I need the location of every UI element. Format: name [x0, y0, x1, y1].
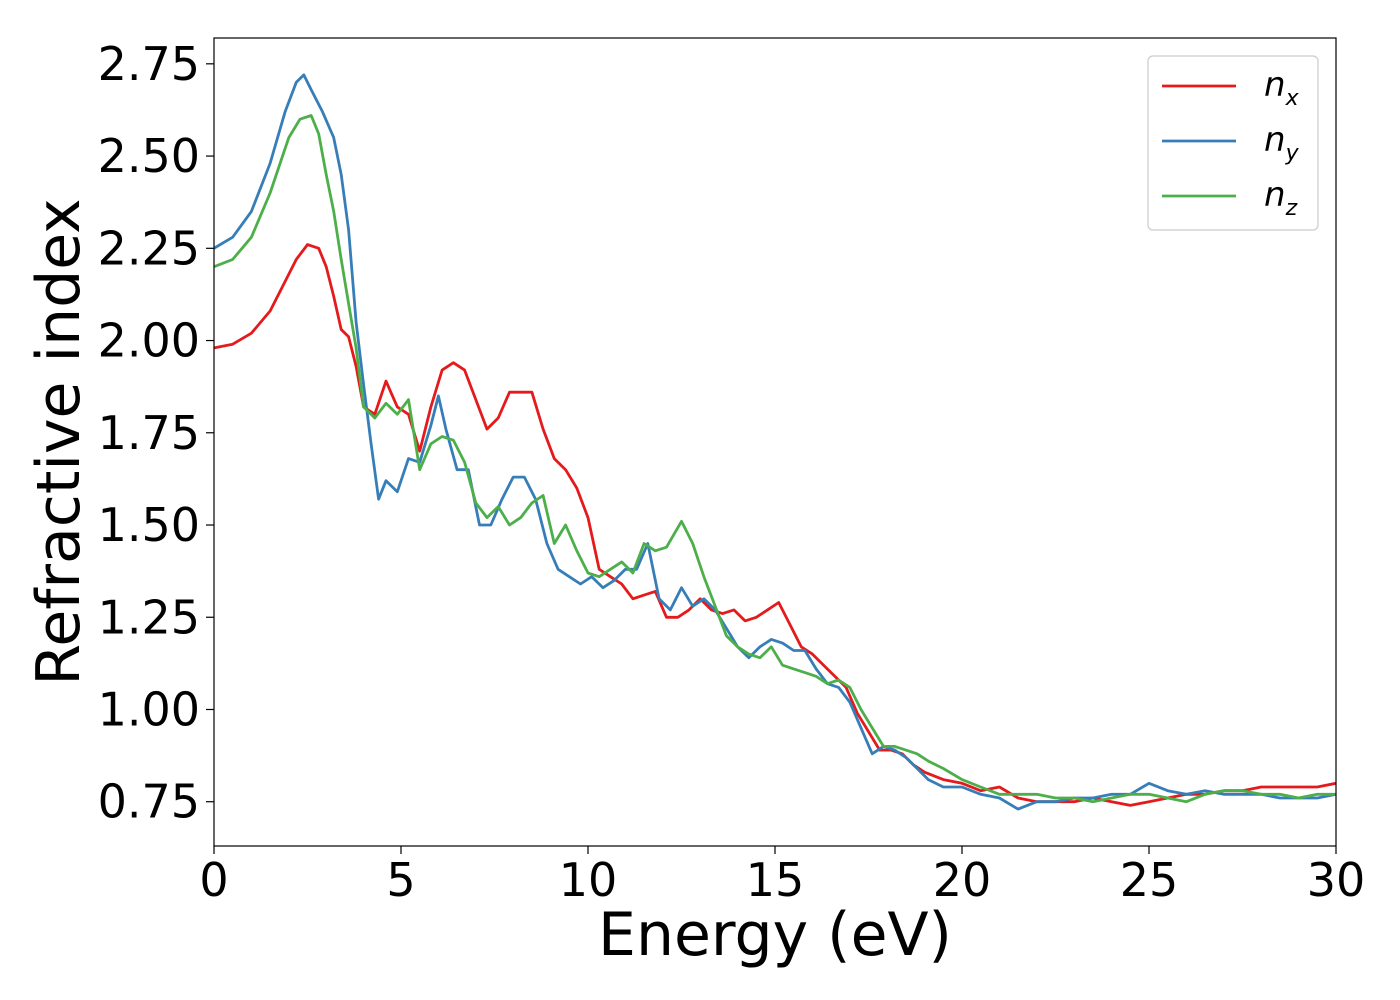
y-tick-label: 1.50 — [98, 498, 200, 552]
series-line-x — [214, 243, 1336, 807]
legend-entry-y: ny — [1264, 120, 1300, 166]
x-tick-label: 30 — [1307, 853, 1366, 907]
x-tick-label: 5 — [386, 853, 415, 907]
x-tick-label: 15 — [746, 853, 805, 907]
y-tick-label: 1.25 — [98, 590, 200, 644]
y-axis-label: Refractive index — [24, 198, 94, 685]
x-tick-label: 25 — [1120, 853, 1179, 907]
y-tick-label: 2.50 — [98, 129, 200, 183]
x-tick-label: 0 — [199, 853, 228, 907]
legend-box — [1147, 55, 1319, 231]
x-axis: 0 5 10 15 20 25 30 — [199, 846, 1365, 907]
legend: nx ny nz — [1147, 55, 1319, 231]
legend-entry-x: nx — [1264, 65, 1300, 111]
y-tick-label: 0.75 — [98, 775, 200, 829]
y-axis: 0.75 1.00 1.25 1.50 1.75 2.00 2.25 2.50 2.75 — [98, 37, 214, 829]
series-line-z — [214, 114, 1336, 804]
x-tick-label: 10 — [559, 853, 618, 907]
series-line-y — [214, 73, 1336, 811]
x-axis-label: Energy (eV) — [598, 900, 952, 970]
y-tick-label: 2.25 — [98, 221, 200, 275]
y-tick-label: 1.75 — [98, 406, 200, 460]
y-tick-label: 1.00 — [98, 682, 200, 736]
series-layer — [214, 73, 1336, 811]
x-tick-label: 20 — [933, 853, 992, 907]
y-tick-label: 2.00 — [98, 314, 200, 368]
y-tick-label: 2.75 — [98, 37, 200, 91]
legend-entry-z: nz — [1264, 175, 1298, 221]
